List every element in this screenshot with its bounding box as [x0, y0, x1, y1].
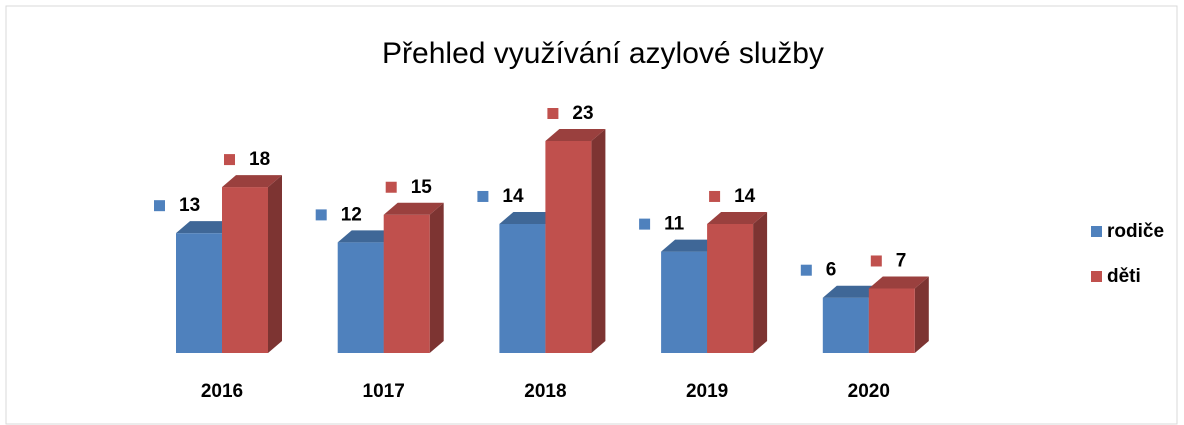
bar	[822, 297, 869, 353]
data-label: 15	[411, 177, 433, 198]
x-tick-label: 2018	[524, 381, 566, 402]
data-label: 14	[734, 186, 756, 207]
data-label: 14	[502, 186, 524, 207]
bar-top	[822, 285, 883, 298]
label-key	[477, 190, 489, 202]
chart-title: Přehled využívání azylové služby	[382, 37, 824, 70]
bar	[176, 233, 222, 353]
bar-top	[661, 239, 722, 252]
data-label: 12	[341, 204, 362, 225]
bar-top	[383, 202, 444, 215]
data-label: 13	[179, 195, 200, 216]
label-key	[224, 154, 235, 166]
legend-key	[1091, 226, 1102, 237]
bar	[337, 242, 384, 353]
data-label: 11	[664, 214, 685, 235]
bar-side	[914, 276, 929, 353]
bar-side	[591, 129, 606, 353]
label-key	[385, 181, 397, 193]
bar	[545, 141, 592, 353]
data-label: 23	[572, 103, 593, 124]
label-key	[154, 200, 165, 212]
bar	[383, 214, 430, 353]
bar-top	[545, 129, 606, 141]
bar	[868, 288, 915, 353]
data-label: 7	[896, 250, 907, 271]
legend-label: rodiče	[1107, 221, 1164, 242]
bar	[707, 223, 754, 353]
bar	[222, 187, 268, 353]
x-tick-label: 2020	[848, 381, 890, 402]
bar	[499, 223, 546, 353]
label-key	[639, 218, 651, 230]
legend-label: děti	[1107, 266, 1141, 287]
x-tick-label: 1017	[363, 381, 405, 402]
bar-side	[268, 175, 282, 353]
data-label: 6	[826, 260, 837, 281]
label-key	[315, 209, 327, 221]
x-tick-label: 2019	[686, 381, 728, 402]
bar-side	[753, 211, 768, 353]
label-key	[709, 190, 721, 202]
data-label: 18	[249, 149, 270, 170]
label-key	[547, 108, 559, 119]
x-tick-label: 2016	[201, 381, 243, 402]
bar-top	[176, 221, 236, 234]
bar-top	[499, 211, 560, 224]
label-key	[870, 255, 882, 267]
bar-top	[707, 211, 768, 224]
bar-side	[429, 202, 444, 353]
label-key	[800, 264, 812, 276]
bar-top	[868, 276, 929, 289]
bar-top	[337, 230, 398, 243]
bar-top	[222, 175, 282, 188]
legend-key	[1091, 271, 1102, 282]
bar	[661, 251, 708, 353]
